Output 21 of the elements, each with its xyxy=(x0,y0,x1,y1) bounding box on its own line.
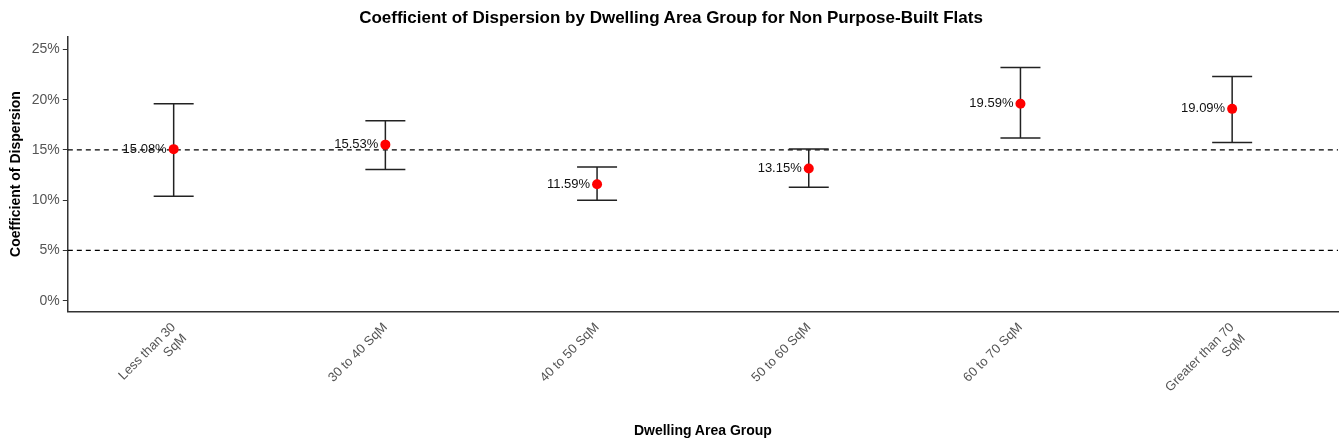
point xyxy=(592,179,603,190)
point xyxy=(1227,103,1238,114)
data-label: 11.59% xyxy=(546,175,591,191)
point xyxy=(803,163,814,174)
data-label: 15.08% xyxy=(122,140,168,156)
data-label: 19.59% xyxy=(969,95,1014,111)
point xyxy=(380,139,391,150)
y-tick-label: 25% xyxy=(31,40,60,57)
data-label: 15.53% xyxy=(334,136,379,152)
y-axis-title: Coefficient of Dispersion xyxy=(7,91,24,257)
y-tick-label: 5% xyxy=(39,241,60,258)
data-label: 13.15% xyxy=(757,160,803,176)
y-tick-label: 10% xyxy=(31,191,60,208)
chart-title: Coefficient of Dispersion by Dwelling Area Group for Non Purpose-Built Flats xyxy=(359,7,983,27)
y-tick-label: 20% xyxy=(31,90,60,107)
data-label: 19.09% xyxy=(1181,100,1226,116)
point xyxy=(1015,98,1026,109)
y-tick-label: 0% xyxy=(39,291,60,308)
point xyxy=(168,144,179,155)
x-axis-title: Dwelling Area Group xyxy=(633,422,772,439)
y-tick-label: 15% xyxy=(31,140,60,157)
